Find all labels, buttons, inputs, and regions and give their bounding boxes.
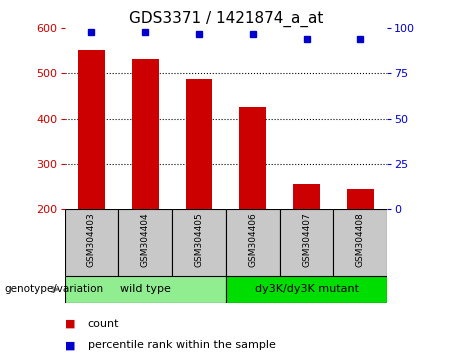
Text: percentile rank within the sample: percentile rank within the sample bbox=[88, 340, 276, 350]
Text: GSM304406: GSM304406 bbox=[248, 212, 257, 267]
Text: GSM304403: GSM304403 bbox=[87, 212, 96, 267]
Text: count: count bbox=[88, 319, 119, 329]
Text: GSM304404: GSM304404 bbox=[141, 212, 150, 267]
Bar bbox=[78, 50, 105, 209]
Bar bbox=[65, 209, 118, 276]
Bar bbox=[280, 209, 333, 276]
Text: ■: ■ bbox=[65, 340, 75, 350]
Bar bbox=[132, 58, 159, 209]
Text: dy3K/dy3K mutant: dy3K/dy3K mutant bbox=[254, 284, 359, 295]
Text: GSM304407: GSM304407 bbox=[302, 212, 311, 267]
Bar bbox=[333, 209, 387, 276]
Title: GDS3371 / 1421874_a_at: GDS3371 / 1421874_a_at bbox=[129, 11, 323, 27]
Bar bbox=[118, 209, 172, 276]
Bar bbox=[347, 189, 374, 209]
Text: GSM304405: GSM304405 bbox=[195, 212, 203, 267]
Text: wild type: wild type bbox=[120, 284, 171, 295]
Bar bbox=[226, 276, 387, 303]
Bar bbox=[293, 184, 320, 209]
Bar bbox=[239, 107, 266, 209]
Text: genotype/variation: genotype/variation bbox=[5, 284, 104, 295]
Text: GSM304408: GSM304408 bbox=[356, 212, 365, 267]
Bar bbox=[172, 209, 226, 276]
Bar bbox=[185, 79, 213, 209]
Bar bbox=[65, 276, 226, 303]
Bar bbox=[226, 209, 280, 276]
Text: ■: ■ bbox=[65, 319, 75, 329]
